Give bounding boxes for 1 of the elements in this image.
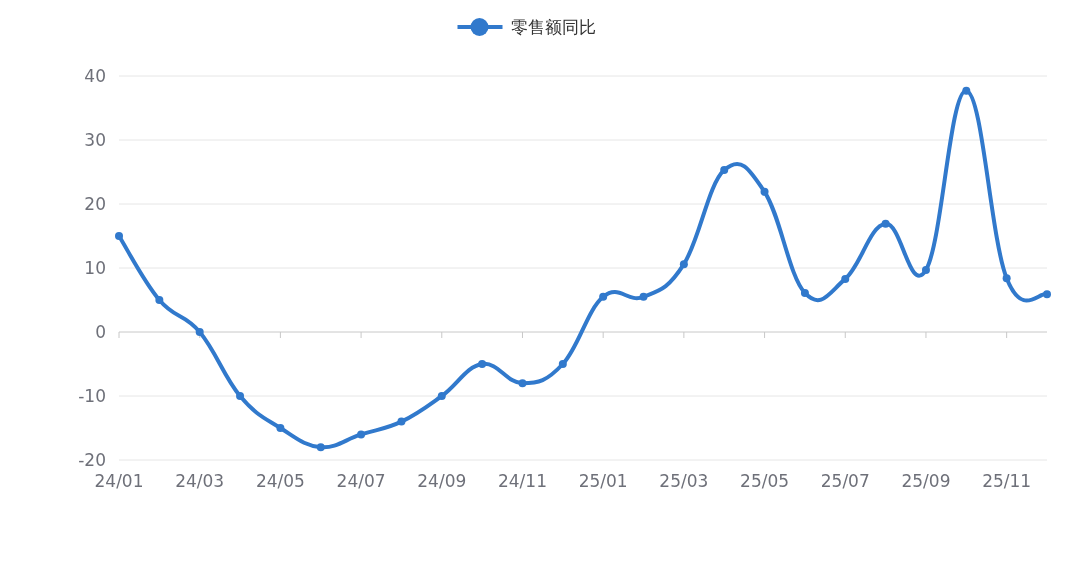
legend-label: 零售额同比 <box>510 17 596 37</box>
